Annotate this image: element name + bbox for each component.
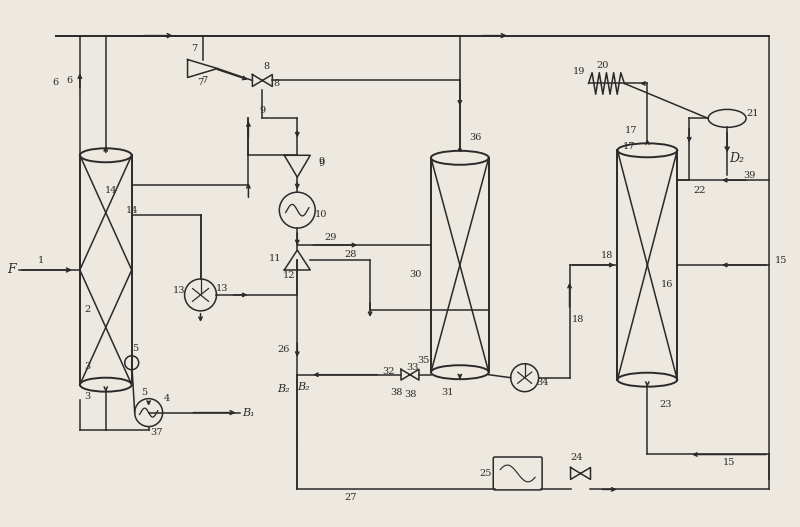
Text: 8: 8	[263, 62, 270, 71]
Text: 5: 5	[142, 388, 148, 397]
Text: 15: 15	[723, 458, 735, 467]
Text: 2: 2	[85, 305, 91, 315]
Text: 26: 26	[277, 345, 290, 354]
Text: 9: 9	[318, 159, 324, 168]
Text: 28: 28	[344, 249, 356, 259]
Text: 14: 14	[126, 206, 138, 214]
Text: 3: 3	[85, 362, 91, 371]
Text: 39: 39	[743, 171, 755, 180]
Text: 23: 23	[659, 400, 671, 409]
Text: 25: 25	[479, 469, 492, 478]
Text: 18: 18	[571, 315, 584, 324]
Text: 10: 10	[315, 210, 327, 219]
Text: 13: 13	[216, 285, 229, 294]
Text: 36: 36	[470, 133, 482, 142]
Text: 19: 19	[572, 67, 585, 76]
Text: 15: 15	[775, 256, 787, 265]
Text: 12: 12	[283, 271, 295, 280]
Text: 13: 13	[172, 287, 185, 296]
Text: 8: 8	[274, 79, 279, 88]
Text: 24: 24	[570, 453, 582, 462]
Text: 9: 9	[259, 106, 266, 115]
Text: 16: 16	[661, 280, 674, 289]
Text: 3: 3	[85, 392, 91, 401]
Text: 17: 17	[625, 126, 638, 135]
Text: 20: 20	[596, 61, 609, 70]
Text: B₂: B₂	[277, 384, 290, 394]
Text: 6: 6	[67, 76, 73, 85]
Text: 30: 30	[409, 270, 421, 279]
Text: 34: 34	[536, 378, 549, 387]
Text: 6: 6	[53, 78, 59, 87]
Text: 11: 11	[269, 253, 282, 262]
Text: 32: 32	[382, 367, 394, 376]
Text: B₂: B₂	[297, 382, 310, 392]
Text: D₂: D₂	[730, 152, 745, 165]
Text: 37: 37	[150, 428, 163, 437]
Text: F: F	[6, 264, 15, 277]
Text: 4: 4	[163, 394, 170, 403]
Text: 17: 17	[623, 142, 636, 151]
Text: 5: 5	[133, 344, 138, 353]
Text: 14: 14	[105, 186, 117, 194]
Text: 1: 1	[38, 256, 44, 265]
Text: 7: 7	[198, 78, 204, 87]
Text: 33: 33	[406, 363, 419, 372]
Text: 21: 21	[747, 109, 759, 118]
Text: 22: 22	[693, 186, 706, 194]
Text: 7: 7	[202, 76, 208, 85]
Text: 29: 29	[324, 232, 336, 241]
Text: 18: 18	[602, 250, 614, 259]
Text: 9: 9	[318, 157, 324, 166]
Text: 7: 7	[191, 44, 198, 53]
Text: 38: 38	[404, 390, 416, 399]
Text: B₁: B₁	[242, 407, 254, 417]
Text: 27: 27	[344, 493, 356, 502]
Text: 38: 38	[390, 388, 402, 397]
Text: 35: 35	[418, 356, 430, 365]
Text: 31: 31	[442, 388, 454, 397]
